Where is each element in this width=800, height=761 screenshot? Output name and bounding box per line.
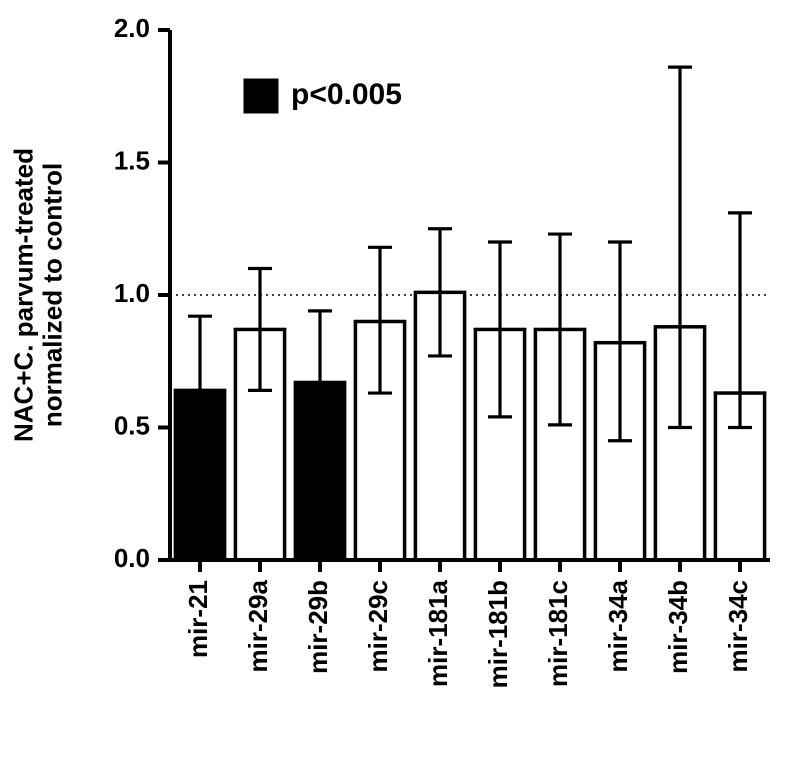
x-category-label: mir-29c: [363, 580, 393, 673]
x-category-label: mir-21: [183, 580, 213, 658]
x-category-label: mir-181a: [423, 579, 453, 686]
x-category-label: mir-34c: [723, 580, 753, 673]
bar-chart: 0.0 0.5 1.0 1.5 2.0 mir-21 mir-29a mir-29b mir-2…: [0, 0, 800, 761]
y-axis-label: NAC+C. parvum-treatednormalized to contr…: [9, 148, 68, 442]
y-tick-label: 1.0: [114, 278, 150, 308]
x-category-label: mir-29a: [243, 579, 273, 672]
y-tick-label: 2.0: [114, 13, 150, 43]
x-category-label: mir-29b: [303, 580, 333, 674]
x-category-label: mir-34b: [663, 580, 693, 674]
y-tick-label: 0.0: [114, 543, 150, 573]
x-category-label: mir-181c: [543, 580, 573, 687]
y-tick-label: 0.5: [114, 410, 150, 440]
y-tick-label: 1.5: [114, 145, 150, 175]
legend-text: p<0.005: [291, 78, 402, 111]
chart-wrap: 0.0 0.5 1.0 1.5 2.0 mir-21 mir-29a mir-29b mir-2…: [0, 0, 800, 761]
x-category-label: mir-181b: [483, 580, 513, 688]
legend-swatch: [245, 80, 277, 112]
x-category-label: mir-34a: [603, 579, 633, 672]
